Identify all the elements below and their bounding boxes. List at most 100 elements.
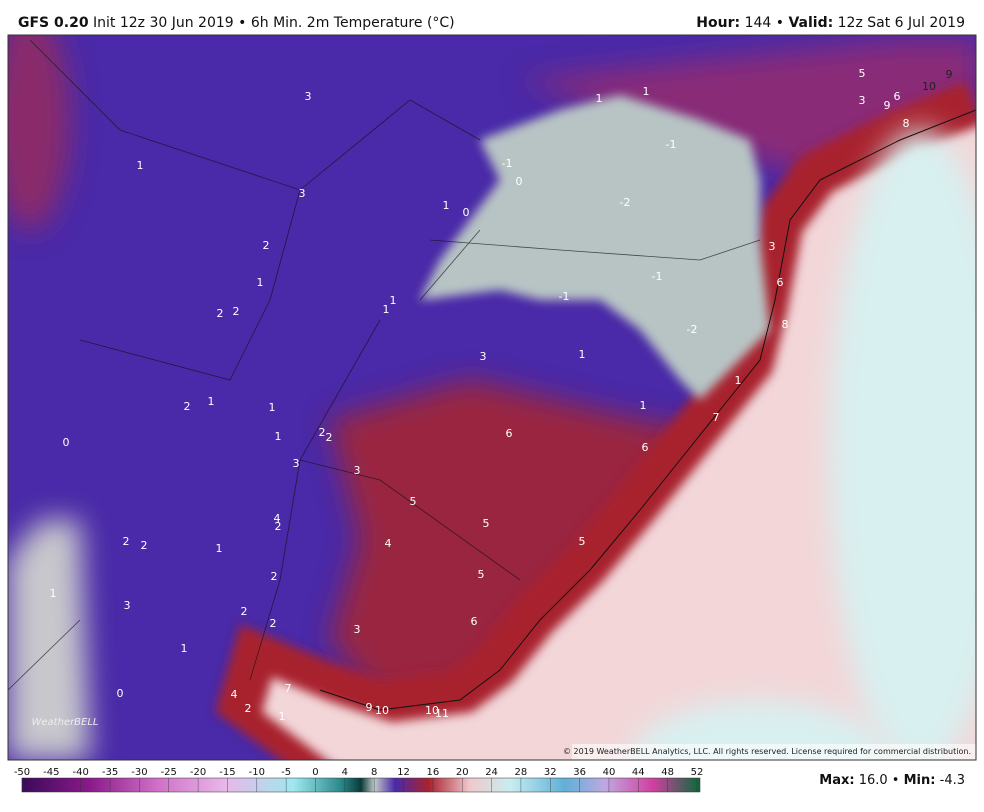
map-value-label: 2 [270, 617, 277, 630]
map-value-label: -1 [559, 290, 570, 303]
map-value-label: 1 [216, 542, 223, 555]
map-value-label: 1 [383, 303, 390, 316]
map-value-label: -1 [666, 138, 677, 151]
map-value-label: 1 [643, 85, 650, 98]
map-value-label: 4 [231, 688, 238, 701]
map-value-label: 6 [471, 615, 478, 628]
colorbar-tick-label: -20 [190, 767, 206, 778]
header-left: GFS 0.20 Init 12z 30 Jun 2019 • 6h Min. … [18, 15, 455, 31]
map-value-label: 3 [293, 457, 300, 470]
map-value-label: 7 [713, 411, 720, 424]
map-value-label: 5 [579, 535, 586, 548]
colorbar-tick-label: 20 [456, 767, 469, 778]
map-value-label: 5 [478, 568, 485, 581]
map-value-label: 2 [271, 570, 278, 583]
map-value-label: 2 [263, 239, 270, 252]
map-value-label: 2 [245, 702, 252, 715]
map-value-label: 2 [141, 539, 148, 552]
colorbar-tick-label: 52 [691, 767, 704, 778]
colorbar-tick-label: 48 [661, 767, 674, 778]
map-value-label: 0 [516, 175, 523, 188]
map-value-label: 2 [233, 305, 240, 318]
copyright: © 2019 WeatherBELL Analytics, LLC. All r… [563, 747, 971, 756]
colorbar-tick-label: -5 [281, 767, 291, 778]
map-value-label: 0 [463, 206, 470, 219]
map-value-label: -2 [687, 323, 698, 336]
map-value-label: 7 [285, 682, 292, 695]
map-value-label: 1 [137, 159, 144, 172]
map-value-label: -1 [652, 270, 663, 283]
colorbar-tick-label: -35 [102, 767, 118, 778]
colorbar-tick-label: 0 [312, 767, 318, 778]
map-value-label: 2 [241, 605, 248, 618]
map-value-label: 3 [859, 94, 866, 107]
colorbar-tick-label: -40 [73, 767, 89, 778]
map-value-label: 1 [181, 642, 188, 655]
map-value-label: 5 [410, 495, 417, 508]
map-value-label: 8 [782, 318, 789, 331]
map-value-label: 9 [946, 68, 953, 81]
colorbar-tick-label: -45 [43, 767, 59, 778]
map-value-label: 2 [319, 426, 326, 439]
map-value-label: 1 [579, 348, 586, 361]
map-value-label: 3 [354, 623, 361, 636]
map-value-label: 1 [390, 294, 397, 307]
colorbar-tick-label: -10 [249, 767, 265, 778]
colorbar-tick-label: 40 [603, 767, 616, 778]
map-value-label: 2 [326, 431, 333, 444]
map-value-label: 2 [217, 307, 224, 320]
map-value-label: 1 [50, 587, 57, 600]
colorbar: -50 -45 -40 -35 -30 -25 -20 -15 -10 -5 0 4 8 12 16 20 24… [14, 767, 704, 793]
map-value-label: 3 [305, 90, 312, 103]
map-value-label: 2 [275, 520, 282, 533]
colorbar-tick-label: -25 [161, 767, 177, 778]
logo: WeatherBELL [31, 717, 98, 728]
footer-stats: Max: 16.0 • Min: -4.3 [819, 773, 965, 788]
map-value-label: 2 [184, 400, 191, 413]
map-value-label: 1 [257, 276, 264, 289]
map-value-label: 1 [443, 199, 450, 212]
colorbar-tick-label: 32 [544, 767, 557, 778]
map-value-label: 6 [777, 276, 784, 289]
map-value-label: 3 [480, 350, 487, 363]
map-value-label: 0 [63, 436, 70, 449]
map-value-label: 10 [922, 80, 936, 93]
map-value-label: 6 [506, 427, 513, 440]
map-value-label: 1 [279, 710, 286, 723]
map-value-label: 4 [385, 537, 392, 550]
map-value-label: 10 [425, 704, 439, 717]
map-value-label: -1 [502, 157, 513, 170]
map-value-label: 6 [642, 441, 649, 454]
colorbar-tick-label: -50 [14, 767, 30, 778]
colorbar-tick-label: -15 [219, 767, 235, 778]
map-value-label: 1 [269, 401, 276, 414]
colorbar-tick-label: 28 [515, 767, 528, 778]
map-value-label: -2 [620, 196, 631, 209]
map-value-label: 5 [483, 517, 490, 530]
colorbar-tick-label: 36 [573, 767, 586, 778]
map-value-label: 0 [117, 687, 124, 700]
colorbar-tick-label: 24 [485, 767, 498, 778]
colorbar-tick-label: 8 [371, 767, 377, 778]
map: WeatherBELL © 2019 WeatherBELL Analytics… [8, 35, 976, 760]
map-value-label: 3 [769, 240, 776, 253]
map-value-label: 2 [123, 535, 130, 548]
map-value-label: 1 [640, 399, 647, 412]
map-value-label: 3 [299, 187, 306, 200]
map-value-label: 9 [366, 701, 373, 714]
colorbar-tick-label: -30 [131, 767, 147, 778]
map-value-label: 1 [596, 92, 603, 105]
map-value-label: 10 [375, 704, 389, 717]
map-value-label: 1 [275, 430, 282, 443]
map-value-label: 8 [903, 117, 910, 130]
map-value-label: 3 [354, 464, 361, 477]
map-value-label: 1 [735, 374, 742, 387]
colorbar-tick-label: 16 [427, 767, 440, 778]
map-value-label: 1 [208, 395, 215, 408]
map-value-label: 11 [435, 707, 449, 720]
map-value-label: 4 [274, 512, 281, 525]
colorbar-tick-label: 44 [632, 767, 645, 778]
map-value-label: 6 [894, 90, 901, 103]
colorbar-tick-label: 12 [397, 767, 410, 778]
